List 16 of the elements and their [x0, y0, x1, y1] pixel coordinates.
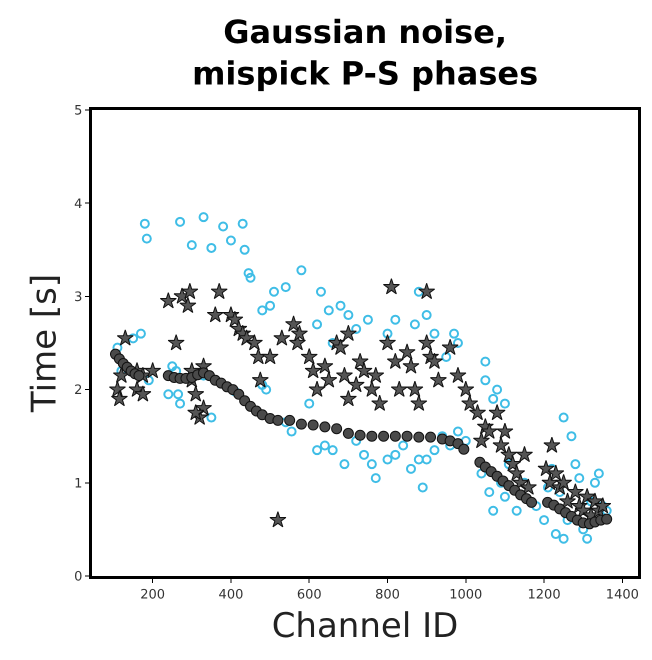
- y-tick-label: 5: [74, 104, 82, 119]
- x-tick-label: 1400: [606, 588, 639, 603]
- x-tick-label: 600: [296, 588, 322, 603]
- y-tick-label: 3: [74, 290, 82, 305]
- x-tick-label: 200: [140, 588, 166, 603]
- x-axis-title: Channel ID: [272, 606, 458, 646]
- x-tick-label: 400: [218, 588, 244, 603]
- y-tick-label: 4: [74, 196, 82, 212]
- y-tick-label: 0: [74, 570, 82, 585]
- x-tick-label: 800: [375, 588, 400, 603]
- chart-title: Gaussian noise, mispick P-S phases: [192, 12, 538, 92]
- y-tick-label: 1: [74, 476, 82, 492]
- x-tick-label: 1200: [528, 588, 561, 603]
- y-axis-title: Time [s]: [24, 274, 65, 414]
- y-tick-label: 2: [74, 383, 82, 398]
- x-tick-label: 1000: [449, 588, 482, 603]
